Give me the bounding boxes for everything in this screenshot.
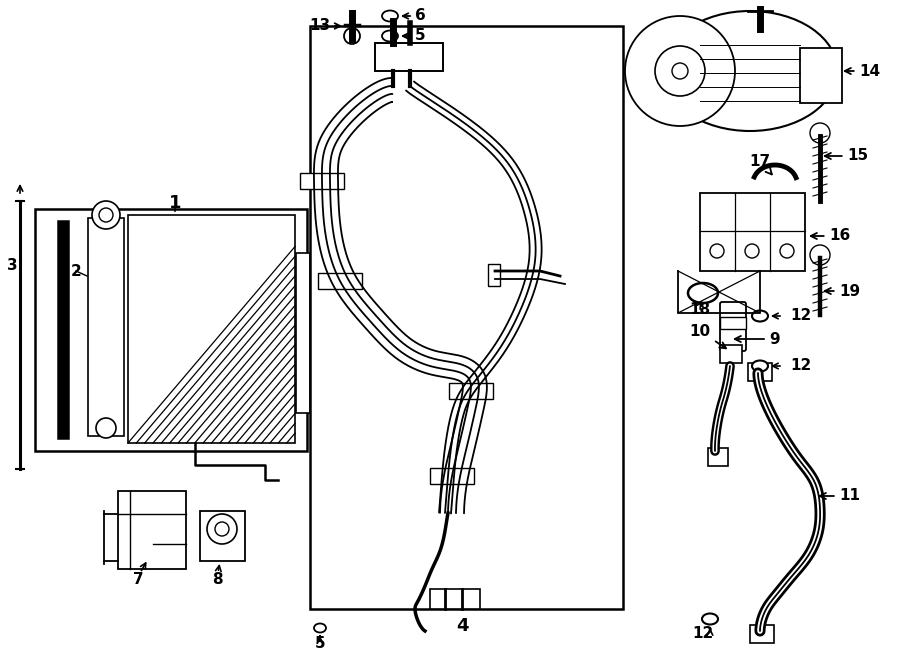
Text: 13: 13 xyxy=(310,19,330,34)
Ellipse shape xyxy=(314,623,326,633)
Text: 8: 8 xyxy=(212,572,222,586)
Bar xyxy=(720,345,742,363)
Circle shape xyxy=(625,16,735,126)
FancyBboxPatch shape xyxy=(200,511,245,561)
Bar xyxy=(708,448,728,466)
FancyBboxPatch shape xyxy=(118,491,186,569)
Text: 17: 17 xyxy=(750,153,772,175)
Text: 19: 19 xyxy=(824,284,860,299)
Bar xyxy=(750,625,774,643)
FancyBboxPatch shape xyxy=(720,302,746,351)
Bar xyxy=(700,193,805,271)
Text: 14: 14 xyxy=(845,63,880,79)
Text: 18: 18 xyxy=(689,301,711,317)
Text: 6: 6 xyxy=(415,9,426,24)
Bar xyxy=(300,173,344,189)
Ellipse shape xyxy=(688,283,718,303)
Bar xyxy=(128,215,295,443)
Circle shape xyxy=(780,244,794,258)
Text: 3: 3 xyxy=(6,258,17,274)
Bar xyxy=(35,209,307,451)
Circle shape xyxy=(745,244,759,258)
Text: 7: 7 xyxy=(132,572,143,586)
Bar xyxy=(430,589,480,609)
Text: 12: 12 xyxy=(790,309,811,323)
Circle shape xyxy=(810,245,830,265)
Bar xyxy=(296,253,310,413)
Circle shape xyxy=(655,46,705,96)
Circle shape xyxy=(810,123,830,143)
Text: 2: 2 xyxy=(70,264,81,278)
Circle shape xyxy=(99,208,113,222)
Text: 5: 5 xyxy=(415,28,426,44)
Bar xyxy=(319,273,362,289)
Circle shape xyxy=(96,418,116,438)
Ellipse shape xyxy=(752,360,768,371)
Bar xyxy=(800,48,842,103)
Text: 15: 15 xyxy=(824,149,868,163)
Circle shape xyxy=(215,522,229,536)
Ellipse shape xyxy=(752,311,768,321)
Bar xyxy=(449,383,492,399)
Text: 1: 1 xyxy=(169,194,181,212)
Bar xyxy=(430,468,474,484)
Text: 10: 10 xyxy=(689,323,726,348)
Text: 12: 12 xyxy=(790,358,811,373)
Circle shape xyxy=(672,63,688,79)
Ellipse shape xyxy=(702,613,718,625)
Bar xyxy=(748,363,772,381)
Text: 12: 12 xyxy=(692,625,713,641)
Text: 11: 11 xyxy=(820,488,860,504)
Ellipse shape xyxy=(662,11,838,131)
Text: 16: 16 xyxy=(811,229,850,243)
Ellipse shape xyxy=(382,11,398,22)
Bar xyxy=(88,218,124,436)
Text: 9: 9 xyxy=(734,332,780,346)
Bar xyxy=(310,26,623,609)
Circle shape xyxy=(344,28,360,44)
Text: 5: 5 xyxy=(315,635,325,650)
Text: 4: 4 xyxy=(455,617,468,635)
Circle shape xyxy=(92,201,120,229)
Circle shape xyxy=(207,514,237,544)
Ellipse shape xyxy=(382,30,398,42)
Bar xyxy=(488,264,500,286)
Bar xyxy=(375,43,443,71)
Circle shape xyxy=(710,244,724,258)
Bar xyxy=(720,317,746,329)
